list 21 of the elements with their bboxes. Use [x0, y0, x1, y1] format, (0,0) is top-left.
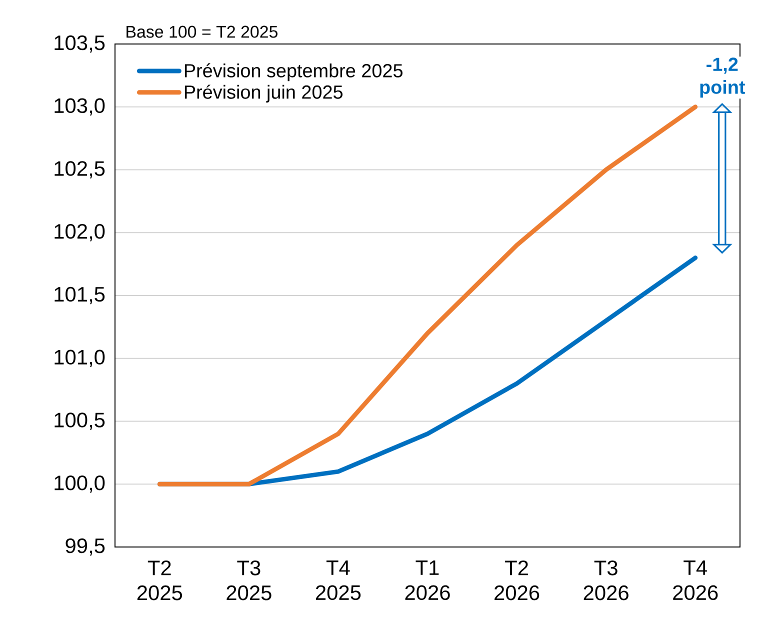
y-tick-label: 102,5 [54, 161, 105, 178]
y-tick-label: 102,0 [54, 224, 105, 242]
x-tick-label: T1 2026 [405, 560, 450, 600]
chart-title: Base 100 = T2 2025 [126, 26, 278, 38]
x-tick-label: T2 2026 [494, 560, 540, 600]
x-tick-label: T3 2025 [226, 560, 272, 600]
x-tick-label: T4 2025 [316, 560, 361, 600]
y-tick-label: 100,0 [54, 475, 105, 493]
y-tick-label: 103,5 [54, 35, 105, 53]
x-tick-label: T2 2025 [137, 560, 182, 600]
y-tick-label: 103,0 [54, 98, 105, 116]
x-tick-label: T4 2026 [673, 560, 718, 600]
y-tick-label: 100,5 [54, 412, 105, 430]
y-tick-label: 101,0 [54, 350, 105, 368]
x-tick-label: T3 2026 [584, 560, 628, 600]
annotation: -1,2 point [700, 58, 746, 98]
legend-label: Prévision septembre 2025 [184, 63, 402, 82]
legend-label: Prévision juin 2025 [184, 84, 343, 103]
y-tick-label: 101,5 [54, 286, 105, 304]
line-series [157, 104, 698, 486]
y-tick-label: 99,5 [66, 538, 105, 556]
